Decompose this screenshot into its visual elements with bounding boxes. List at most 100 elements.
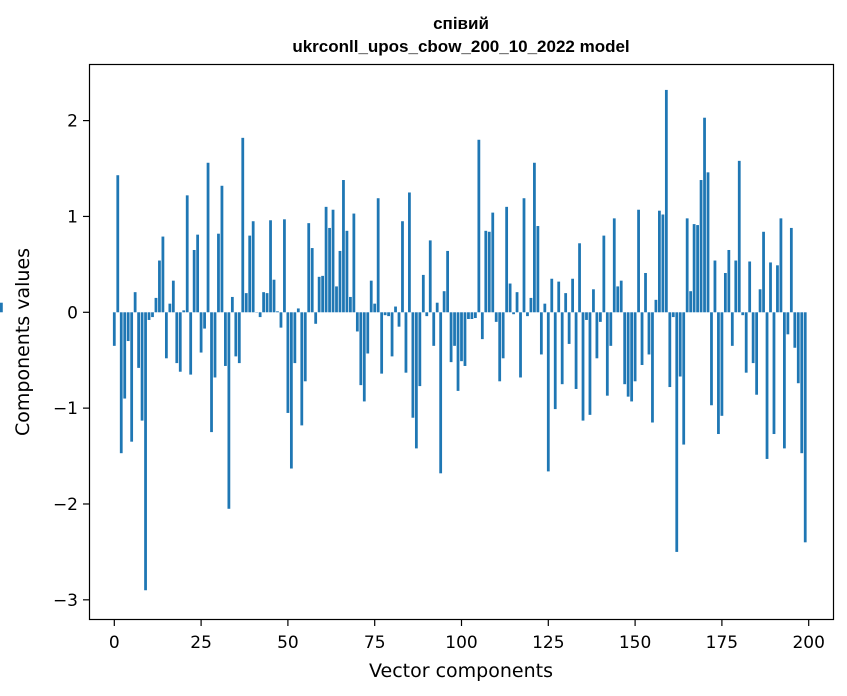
bar: [310, 248, 314, 313]
bar: [380, 312, 384, 374]
bar: [227, 312, 231, 509]
bar: [581, 312, 585, 421]
bar: [640, 312, 644, 366]
bar: [203, 312, 206, 329]
bar: [786, 312, 790, 335]
bar: [592, 289, 595, 313]
bar: [730, 312, 734, 346]
bar: [206, 162, 210, 313]
bar: [602, 235, 606, 313]
chart-title-line-2: ukrconll_upos_cbow_200_10_2022 model: [292, 37, 629, 56]
bar: [453, 312, 456, 346]
bar: [571, 278, 574, 313]
bar: [616, 286, 620, 313]
bar: [484, 230, 488, 313]
bar: [192, 249, 196, 313]
bar: [321, 275, 325, 313]
bar: [355, 312, 359, 332]
bar: [328, 227, 331, 313]
bar: [296, 308, 300, 313]
bar: [383, 312, 387, 316]
bar: [210, 312, 213, 433]
bar: [671, 312, 675, 318]
bar: [342, 180, 345, 313]
bar: [588, 312, 592, 415]
bar: [352, 213, 356, 313]
bar: [737, 160, 741, 313]
bar: [224, 312, 227, 366]
bar: [345, 230, 349, 313]
bar: [692, 224, 696, 313]
bar: [689, 291, 693, 313]
bar: [595, 312, 599, 359]
bar: [710, 312, 713, 406]
x-tick-label: 175: [706, 633, 738, 653]
bar: [789, 227, 793, 313]
bar: [276, 311, 279, 313]
bar: [449, 312, 453, 363]
bar: [772, 312, 776, 435]
bar: [487, 231, 491, 313]
bar: [477, 139, 481, 313]
bar: [553, 312, 557, 410]
bar: [314, 312, 318, 324]
bar: [401, 221, 404, 313]
bar: [248, 235, 252, 313]
bar: [317, 276, 321, 313]
bar: [526, 312, 529, 317]
bar: [664, 89, 668, 313]
bar: [727, 249, 731, 313]
bar: [144, 312, 147, 591]
bar: [217, 233, 220, 313]
bar: [706, 172, 710, 313]
bar: [515, 292, 519, 313]
y-tick-label: 0: [67, 303, 78, 323]
bar: [137, 312, 140, 368]
bar: [362, 312, 366, 402]
bar: [567, 312, 571, 344]
bar: [196, 234, 200, 313]
bar: [220, 185, 224, 313]
y-axis-ticks: −3 −2 −1 0 1 2: [53, 112, 90, 611]
bar: [421, 274, 425, 313]
bar: [262, 292, 265, 313]
bar: [404, 312, 408, 373]
bar: [661, 214, 665, 313]
x-tick-label: 150: [619, 633, 651, 653]
bar: [151, 312, 154, 318]
y-tick-label: 1: [67, 207, 78, 227]
bar: [338, 250, 342, 313]
x-axis-ticks: 0 25 50 75 100 125 150 175 200: [109, 619, 825, 653]
bar: [300, 312, 304, 426]
bar: [793, 312, 797, 348]
x-tick-label: 100: [445, 633, 477, 653]
bar: [269, 220, 272, 313]
bar: [359, 312, 363, 386]
bar: [598, 312, 602, 322]
bar: [501, 312, 505, 359]
bar: [605, 312, 609, 396]
bar: [213, 312, 217, 378]
bar: [390, 312, 394, 357]
bar: [678, 312, 682, 377]
bar: [265, 293, 269, 313]
bar: [335, 286, 338, 313]
x-tick-label: 75: [364, 633, 386, 653]
bar: [175, 312, 179, 364]
bar: [734, 260, 738, 313]
bar: [442, 291, 446, 313]
bar: [480, 312, 484, 340]
bar: [522, 198, 526, 313]
bar: [446, 250, 449, 313]
bar: [303, 312, 307, 382]
bar: [637, 209, 640, 313]
bar: [626, 312, 630, 397]
bar: [460, 312, 463, 362]
bar: [713, 260, 717, 313]
bar: [0, 302, 3, 313]
x-axis-label: Vector components: [369, 660, 553, 682]
bar: [414, 312, 418, 449]
plot-area-frame: [88, 63, 835, 621]
bar: [609, 312, 613, 346]
y-axis-label: Components values: [12, 248, 34, 436]
